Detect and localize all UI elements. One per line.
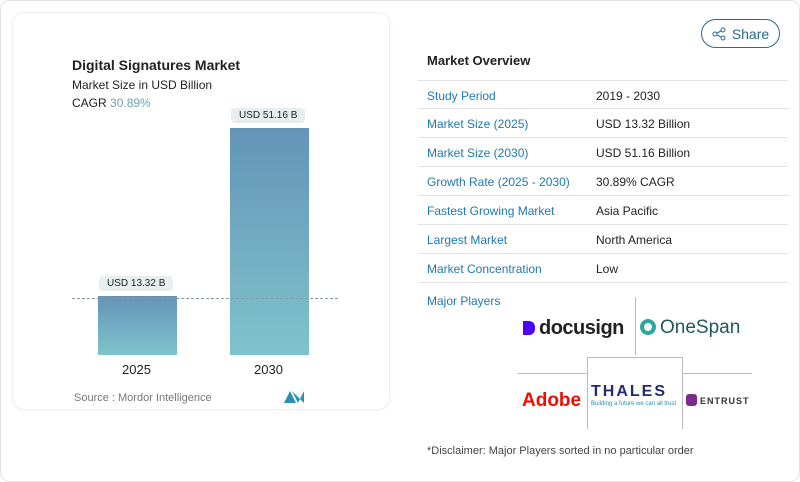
x-tick-label: 2030 bbox=[254, 362, 283, 377]
overview-row: Growth Rate (2025 - 2030) 30.89% CAGR bbox=[418, 167, 788, 196]
chart-card bbox=[12, 12, 390, 410]
row-label: Market Size (2025) bbox=[427, 117, 529, 131]
bar-2025 bbox=[98, 295, 177, 355]
baseline-dashed bbox=[72, 298, 338, 299]
overview-row: Fastest Growing Market Asia Pacific bbox=[418, 196, 788, 225]
share-label: Share bbox=[731, 25, 770, 42]
bar-2030 bbox=[230, 128, 309, 355]
row-label: Fastest Growing Market bbox=[427, 204, 555, 218]
overview-row: Market Size (2030) USD 51.16 Billion bbox=[418, 138, 788, 167]
chart-subtitle: Market Size in USD Billion bbox=[72, 78, 213, 92]
thales-logo: THALES bbox=[591, 383, 667, 400]
row-label: Market Size (2030) bbox=[427, 146, 529, 160]
overview-row: Market Concentration Low bbox=[418, 254, 788, 283]
row-label: Growth Rate (2025 - 2030) bbox=[427, 175, 570, 189]
row-value: USD 51.16 Billion bbox=[596, 146, 691, 160]
row-label: Largest Market bbox=[427, 233, 508, 247]
chart-title: Digital Signatures Market bbox=[72, 57, 241, 73]
share-button[interactable]: Share bbox=[701, 19, 780, 48]
thales-tagline: Building a future we can all trust bbox=[591, 401, 677, 407]
row-value: North America bbox=[596, 233, 673, 247]
adobe-logo: Adobe bbox=[522, 390, 582, 411]
overview-row: Market Size (2025) USD 13.32 Billion bbox=[418, 109, 788, 138]
x-tick-label: 2025 bbox=[122, 362, 151, 377]
row-value: 30.89% CAGR bbox=[596, 175, 675, 189]
row-label: Market Concentration bbox=[427, 262, 542, 276]
data-label: USD 51.16 B bbox=[231, 108, 306, 123]
row-value: Low bbox=[596, 262, 619, 276]
row-value: 2019 - 2030 bbox=[596, 89, 661, 103]
row-label: Study Period bbox=[427, 89, 496, 103]
cagr-value: 30.89% bbox=[110, 96, 151, 110]
row-value: USD 13.32 Billion bbox=[596, 117, 691, 131]
overview-row: Study Period 2019 - 2030 bbox=[418, 80, 788, 109]
cagr: CAGR 30.89% bbox=[72, 96, 151, 110]
docusign-logo: docusign bbox=[523, 317, 624, 340]
row-value: Asia Pacific bbox=[596, 204, 659, 218]
share-icon bbox=[712, 27, 726, 40]
overview-row: Largest Market North America bbox=[418, 225, 788, 254]
mordor-logo-icon bbox=[284, 391, 304, 403]
cagr-label: CAGR bbox=[72, 96, 107, 110]
onespan-logo: OneSpan bbox=[640, 317, 740, 339]
disclaimer: *Disclaimer: Major Players sorted in no … bbox=[427, 445, 694, 457]
divider bbox=[635, 297, 636, 355]
thales-box bbox=[587, 357, 683, 429]
players-title: Major Players bbox=[427, 294, 501, 308]
overview-title: Market Overview bbox=[427, 53, 531, 68]
source: Source : Mordor Intelligence bbox=[74, 392, 212, 404]
entrust-logo: ENTRUST bbox=[686, 394, 750, 406]
data-label: USD 13.32 B bbox=[99, 275, 174, 291]
